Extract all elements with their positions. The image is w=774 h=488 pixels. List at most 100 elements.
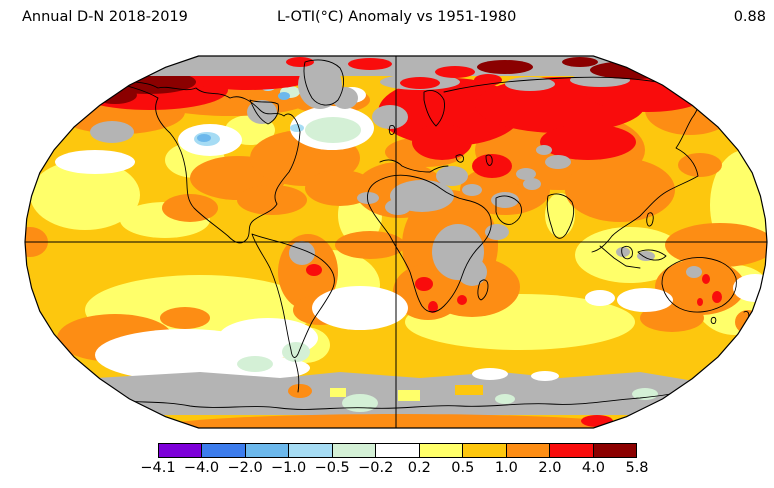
coast-britain [388,125,396,136]
colorbar-tick-label: 2.0 [538,460,562,476]
no-data-layer-gray-shape [462,184,482,196]
anomaly-layer-red-shape [712,291,722,303]
colorbar-segment [159,444,203,457]
anomaly-layer-red-shape [540,124,636,160]
anomaly-layer-orange-shape [160,307,210,329]
anomaly-layer-palegreen-shape [282,342,310,362]
no-data-layer-gray-shape [516,168,536,180]
period-label: Annual D-N 2018-2019 [22,9,188,25]
no-data-layer-gray-shape [485,224,509,240]
coast-caspian [485,154,493,166]
anomaly-layer-red-shape [702,274,710,284]
no-data-layer-gray-shape [385,199,411,215]
coast-hudson-bay [249,99,279,125]
map-title: L-OTI(°C) Anomaly vs 1951-1980 [277,9,517,25]
anomaly-layer-orange-shape [735,310,761,334]
anomaly-layer-yellow-shape [30,160,140,230]
antarctic-overlay-layer-shape [455,385,483,395]
coast-australia [661,257,737,313]
colorbar-tick-label: 5.8 [625,460,649,476]
no-data-layer-gray-shape [637,251,655,261]
colorbar-tick-label: 4.0 [581,460,605,476]
antarctic-overlay-layer-shape [288,384,312,398]
colorbar-tick-labels: −4.1 −4.0 −2.0 −1.0 −0.5 −0.2 0.2 0.5 1.0 2.0 4.0 5… [140,460,648,478]
anomaly-layer-red-shape [472,154,512,178]
colorbar-tick-label: −0.2 [358,460,394,476]
colorbar-tick-label: 0.5 [451,460,475,476]
no-data-layer-gray-shape [523,178,541,190]
anomaly-layer-orange-shape [678,153,722,177]
anomaly-layer-white-shape [55,150,135,174]
coast-madagascar [477,279,489,301]
arctic-overlay-layer-shape [400,77,440,89]
coast-philippines [646,212,654,227]
anomaly-layer-orange-shape [162,194,218,222]
colorbar-segment [245,444,290,457]
coast-greenland [303,59,345,106]
coast-mediterranean [379,159,449,173]
anomaly-layer-red-shape [57,74,113,102]
antarctic-overlay-layer-shape [495,394,515,404]
global-mean-value: 0.88 [733,9,766,25]
anomaly-layer-orange-shape [565,158,675,222]
antarctic-overlay-layer-shape [342,394,378,412]
arctic-overlay-layer-shape [562,57,598,67]
coast-africa [367,174,492,313]
arctic-overlay-layer-shape [477,60,533,74]
no-data-layer-gray-shape [616,247,630,257]
colorbar-tick-label: −4.1 [140,460,176,476]
anomaly-layer-blue-shape [197,134,211,142]
arctic-overlay-layer-shape [435,66,475,78]
colorbar-segment [550,444,594,457]
coast-tasmania [710,316,717,324]
anomaly-layer-palegreen-shape [237,356,273,372]
antarctic-overlay-layer-shape [398,390,420,401]
colorbar-tick-label: −0.5 [314,460,350,476]
colorbar-tick-label: −1.0 [271,460,307,476]
colorbar-tick-label: 0.2 [407,460,431,476]
no-data-layer-gray-shape [436,166,468,186]
colorbar-tick-label: 1.0 [494,460,518,476]
arctic-overlay-layer-shape [348,58,392,70]
world-anomaly-map-shape [25,56,767,428]
anomaly-layer-red-shape [457,295,467,305]
coast-arabia [495,195,523,225]
colorbar [158,443,637,458]
colorbar-segment [506,444,551,457]
colorbar-segment [202,444,246,457]
coast-scandinavia [423,89,445,127]
colorbar-segment [593,444,636,457]
colorbar-segment [289,444,333,457]
anomaly-layer-palegreen [237,86,361,372]
colorbar-tick-label: −4.0 [183,460,220,476]
coast-asia [443,76,700,253]
no-data-layer-gray-shape [357,192,379,204]
no-data-layer-gray-shape [90,121,134,143]
colorbar-tick-label: −2.0 [227,460,263,476]
anomaly-layer-white-shape [617,288,673,312]
anomaly-layer-white-shape [585,290,615,306]
coast-black-sea [455,154,464,163]
coastlines [99,59,754,410]
anomaly-layer-white-shape [312,286,408,330]
anomaly-layer-yellow-shape [575,227,685,283]
colorbar-segment [419,444,464,457]
no-data-layer-gray-shape [372,105,408,129]
anomaly-layer-red-shape [306,264,322,276]
no-data-layer-gray-shape [686,266,702,278]
no-data-layer-gray-shape [536,145,552,155]
anomaly-layer-orange-shape [237,185,307,215]
anomaly-layer-orange-shape [335,231,405,259]
anomaly-layer-red-shape [674,71,750,99]
colorbar-segment [376,444,420,457]
coast-sumatra-java [599,245,641,269]
anomaly-layer-red-shape [415,277,433,291]
no-data-layer-gray-shape [298,61,342,109]
anomaly-layer-yellow-shape [545,193,575,237]
antarctic-overlay-layer-shape [531,371,559,381]
no-data-layer-gray-shape [457,258,487,286]
arctic-overlay-layer-shape [286,57,314,67]
colorbar-segment [332,444,377,457]
antarctic-overlay-layer-shape [330,388,346,397]
